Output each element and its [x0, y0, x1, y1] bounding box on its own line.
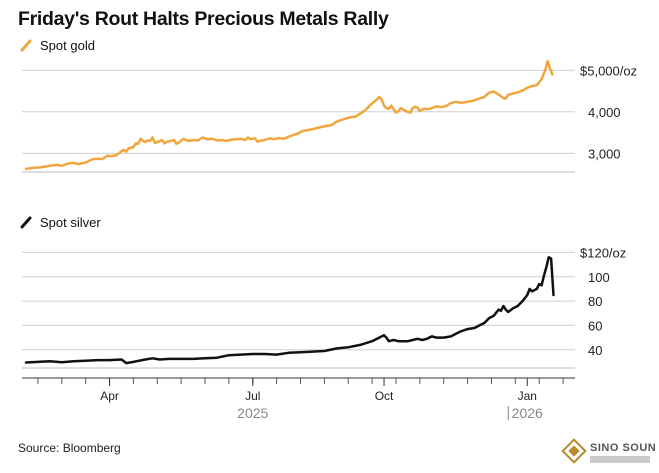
legend-label-gold: Spot gold: [40, 38, 95, 53]
x-tick-label-3: Jan: [518, 389, 537, 403]
y-tick-label-silver-0: $120/oz: [580, 245, 626, 260]
sino-sound-logo: SINO SOUND: [561, 438, 655, 464]
logo-text: SINO SOUND: [590, 442, 655, 454]
y-tick-label-silver-1: 100: [588, 270, 610, 285]
y-tick-label-silver-4: 40: [588, 343, 602, 358]
source-note: Source: Bloomberg: [18, 441, 121, 455]
y-tick-label-gold-0: $5,000/oz: [580, 63, 637, 78]
x-tick-label-1: Jul: [245, 389, 260, 403]
legend-swatch-silver: [20, 216, 32, 229]
y-tick-label-silver-2: 80: [588, 294, 602, 309]
chart-title: Friday's Rout Halts Precious Metals Rall…: [18, 8, 389, 30]
legend-swatch-gold: [20, 39, 32, 52]
series-line-silver: [24, 256, 555, 365]
y-tick-label-gold-2: 3,000: [588, 146, 621, 161]
year-label-1: 2026: [512, 405, 543, 421]
logo-subtitle-mark: [590, 456, 650, 463]
logo-diamond-icon: [561, 438, 587, 464]
y-tick-label-silver-3: 60: [588, 318, 602, 333]
legend-label-silver: Spot silver: [40, 215, 101, 230]
y-tick-label-gold-1: 4,000: [588, 105, 621, 120]
series-line-gold: [24, 59, 554, 171]
year-label-0: 2025: [237, 405, 268, 421]
x-tick-label-2: Oct: [375, 389, 394, 403]
x-tick-label-0: Apr: [100, 389, 119, 403]
